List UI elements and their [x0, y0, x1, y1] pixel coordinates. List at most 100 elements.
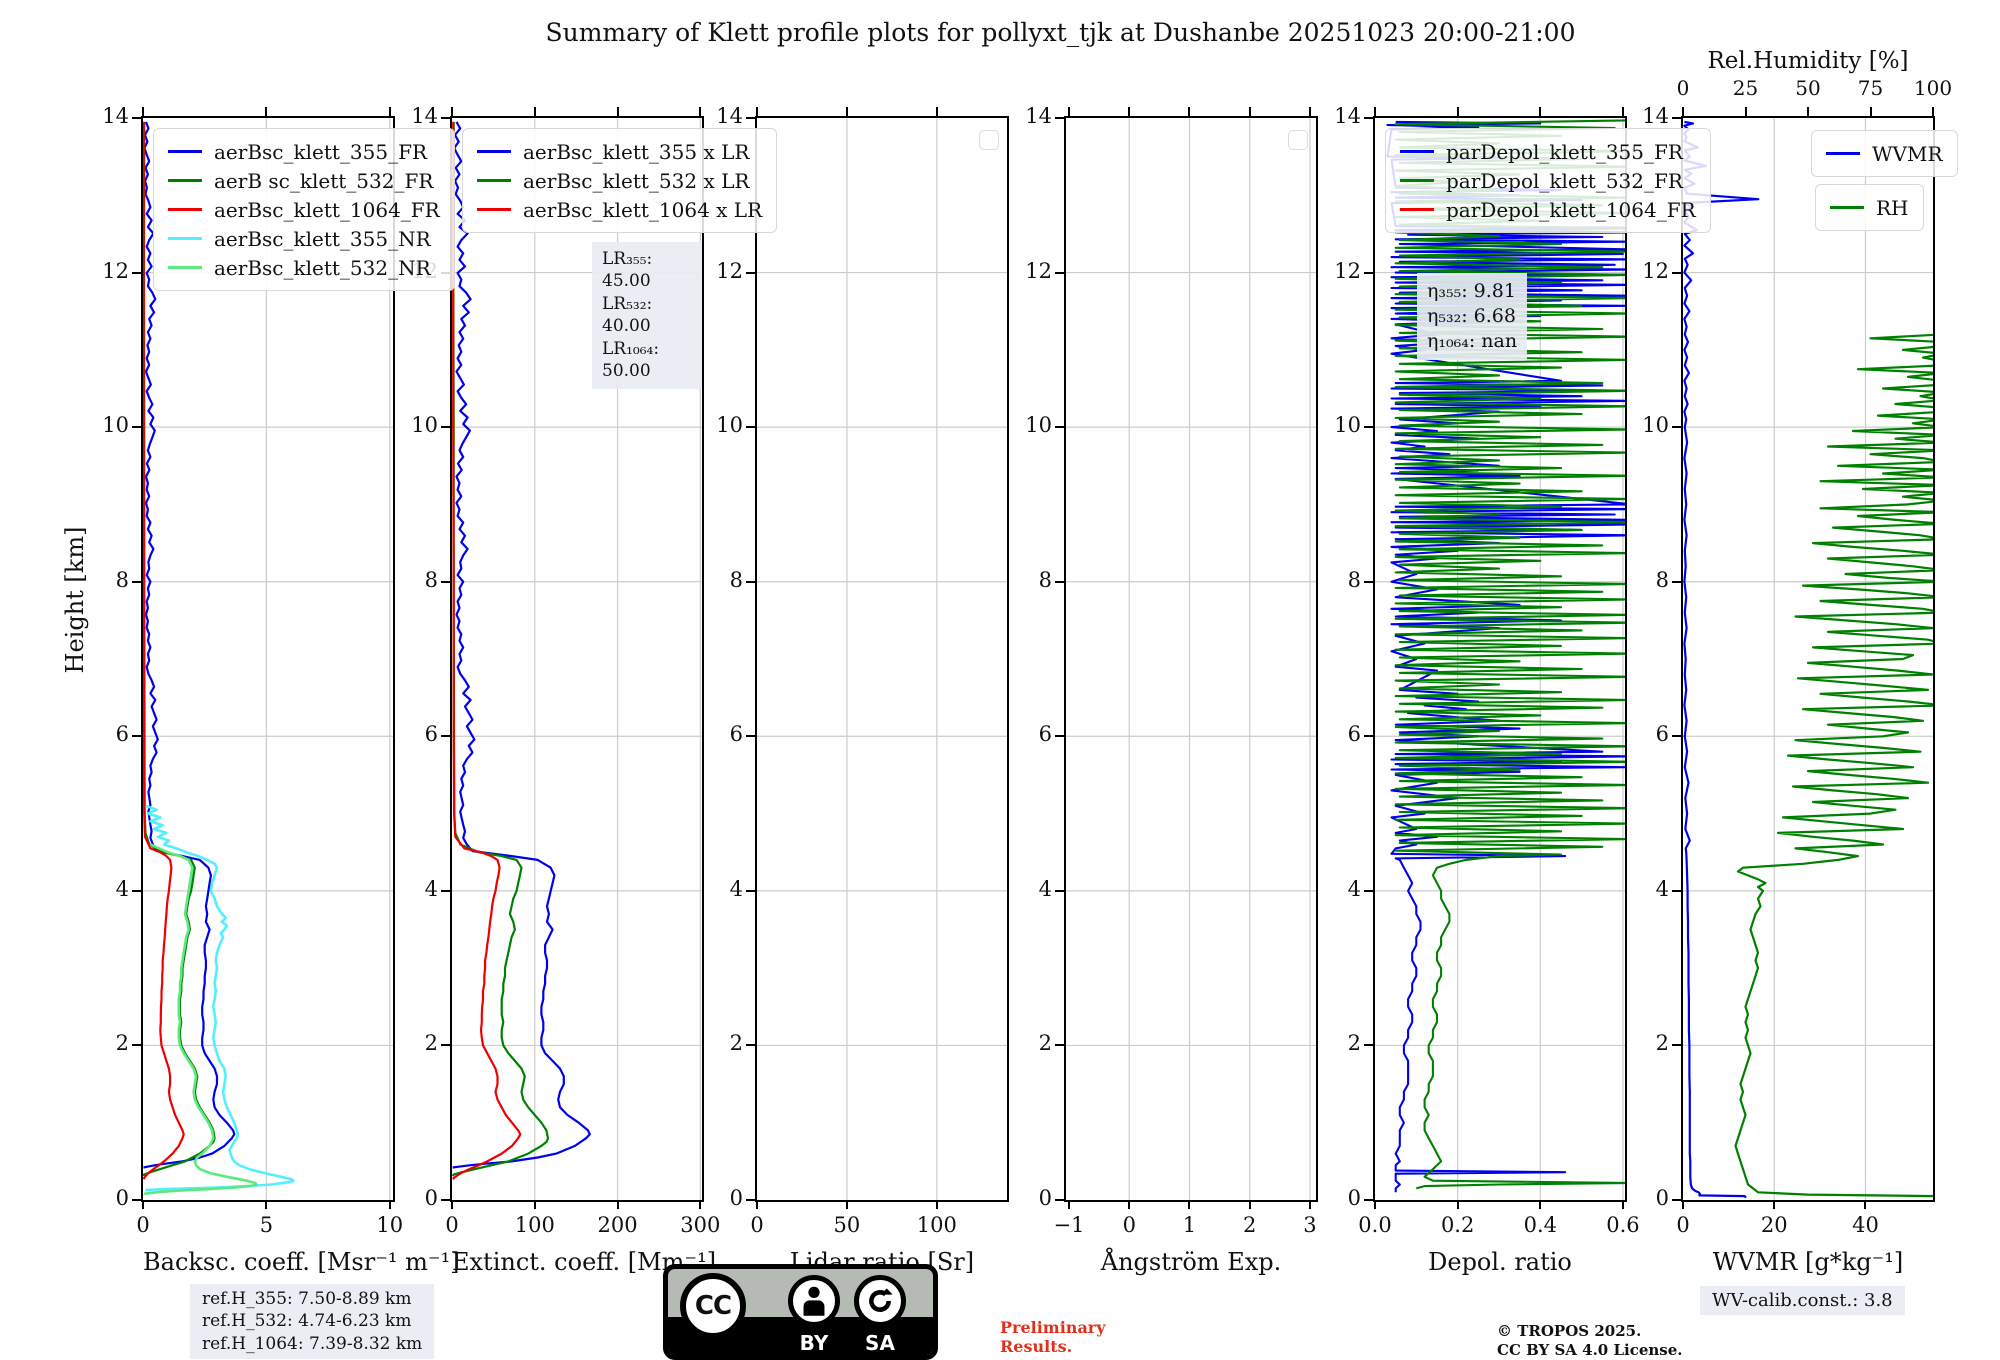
plot-area-angstroem [1066, 118, 1316, 1200]
ytick-angstroem-8: 8 [1038, 567, 1052, 592]
legend-line-sample [168, 237, 202, 240]
toptick-wvmr-0: 0 [1676, 76, 1690, 100]
ytick-extinction-4: 4 [424, 876, 438, 901]
xtick-extinction-1: 100 [514, 1213, 555, 1237]
legend-line-sample [1826, 152, 1860, 155]
legend-line-sample [168, 208, 202, 211]
legend-line-sample [1400, 208, 1434, 211]
plot-area-depol [1375, 118, 1625, 1200]
copyright-line-2: CC BY SA 4.0 License. [1497, 1340, 1683, 1359]
legend-entry: aerBsc_klett_1064 x LR [477, 195, 762, 224]
cc-by-label: BY [799, 1331, 829, 1355]
ytick-extinction-8: 8 [424, 567, 438, 592]
xtick-extinction-2: 200 [597, 1213, 638, 1237]
plot-wvmr: 0 2 4 6 8 10 12 14 0 20 40 0 25 50 75 100 Rel.Humidity [… [1642, 48, 1958, 1276]
share-alike-icon [854, 1275, 906, 1327]
xtick-wvmr-2: 40 [1852, 1213, 1879, 1237]
x-axis-label-wvmr: WVMR [g*kg⁻¹] [1712, 1248, 1904, 1276]
ytick-depol-14: 14 [1334, 104, 1361, 128]
ytick-angstroem-0: 0 [1038, 1186, 1052, 1210]
legend-entry: parDepol_klett_1064_FR [1400, 195, 1696, 224]
plot-area-backscatter [143, 118, 393, 1200]
ytick-depol-2: 2 [1347, 1031, 1361, 1056]
ytick-depol-0: 0 [1347, 1186, 1361, 1210]
ytick-angstroem-10: 10 [1025, 413, 1052, 438]
xtick-backscatter-0: 0 [136, 1213, 150, 1237]
xtick-lidar-ratio-0: 0 [750, 1213, 764, 1237]
ytick-angstroem-4: 4 [1038, 876, 1052, 901]
xtick-angstroem-4: 3 [1303, 1213, 1317, 1237]
legend-line-sample [1830, 206, 1864, 209]
legend-line-sample [168, 150, 202, 153]
legend-angstroem-0 [1288, 130, 1308, 150]
toptick-wvmr-1: 25 [1732, 76, 1759, 100]
legend-entry: parDepol_klett_355_FR [1400, 137, 1696, 166]
xtick-wvmr-0: 0 [1676, 1213, 1690, 1237]
ytick-angstroem-12: 12 [1025, 258, 1052, 283]
legend-entry: aerBsc_klett_355 x LR [477, 137, 762, 166]
refh-355: ref.H_355: 7.50-8.89 km [202, 1289, 412, 1309]
x-axis-label-depol: Depol. ratio [1428, 1248, 1572, 1276]
xtick-extinction-0: 0 [445, 1213, 459, 1237]
xtick-lidar-ratio-2: 100 [916, 1213, 957, 1237]
legend-line-sample [477, 179, 511, 182]
legend-wvmr-1: RH [1815, 184, 1924, 231]
attribution-person-icon [788, 1275, 840, 1327]
legend-label: aerBsc_klett_355_FR [214, 139, 428, 164]
ytick-lidar-ratio-12: 12 [716, 258, 743, 283]
ytick-extinction-2: 2 [424, 1031, 438, 1056]
toptick-wvmr-3: 75 [1857, 76, 1884, 100]
ytick-wvmr-14: 14 [1642, 104, 1669, 128]
xtick-wvmr-1: 20 [1760, 1213, 1788, 1237]
ytick-backscatter-8: 8 [115, 567, 129, 592]
legend-line-sample [168, 266, 202, 269]
ytick-depol-10: 10 [1334, 413, 1361, 438]
ytick-wvmr-4: 4 [1655, 876, 1669, 901]
legend-line-sample [477, 208, 511, 211]
ytick-extinction-14: 14 [411, 104, 438, 128]
xtick-backscatter-2: 10 [376, 1213, 404, 1237]
copyright-note: © TROPOS 2025. CC BY SA 4.0 License. [1497, 1322, 1683, 1360]
annotation-line: η₃₅₅: 9.81 [1427, 280, 1516, 302]
xtick-depol-2: 0.4 [1523, 1213, 1557, 1237]
xtick-angstroem-2: 1 [1182, 1213, 1197, 1237]
reference-height-annotation: ref.H_355: 7.50-8.89 km ref.H_532: 4.74-… [190, 1284, 435, 1360]
legend-line-sample [1400, 150, 1434, 153]
series-WVMR [1683, 120, 1760, 1199]
legend-entry: aerB sc_klett_532_FR [168, 166, 440, 195]
ytick-extinction-6: 6 [424, 722, 438, 747]
plot-area-extinction [452, 118, 702, 1200]
xtick-depol-0: 0.0 [1358, 1213, 1392, 1237]
xtick-depol-1: 0.2 [1440, 1213, 1475, 1237]
annotation-line: LR₃₅₅: 45.00 [602, 249, 653, 292]
ytick-backscatter-0: 0 [115, 1186, 129, 1210]
refh-532: ref.H_532: 4.74-6.23 km [202, 1311, 412, 1332]
plot-area-wvmr [1683, 118, 1933, 1200]
series-parDepol_klett_355_FR [1386, 120, 1625, 1193]
x-axis-label-angstroem: Ångström Exp. [1100, 1248, 1282, 1276]
preliminary-line-1: Preliminary [1000, 1318, 1106, 1337]
annotation-line: LR₅₃₂: 40.00 [602, 293, 653, 337]
xtick-depol-3: 0.6 [1606, 1213, 1640, 1237]
toptick-wvmr-2: 50 [1795, 76, 1821, 100]
ytick-wvmr-0: 0 [1655, 1186, 1669, 1210]
xtick-backscatter-1: 5 [259, 1213, 274, 1237]
legend-entry: WVMR [1826, 139, 1943, 168]
ytick-lidar-ratio-8: 8 [729, 567, 743, 592]
xtick-lidar-ratio-1: 50 [833, 1213, 861, 1237]
y-axis-label: Height [km] [61, 526, 89, 674]
preliminary-line-2: Results. [1000, 1337, 1073, 1357]
annotation-line: η₅₃₂: 6.68 [1427, 305, 1516, 328]
legend-label: aerBsc_klett_355_NR [214, 226, 431, 251]
ytick-backscatter-14: 14 [102, 104, 129, 128]
legend-entry: aerBsc_klett_532 x LR [477, 166, 762, 195]
preliminary-results-note: Preliminary Results. [1000, 1318, 1106, 1356]
ytick-depol-12: 12 [1334, 258, 1361, 283]
legend-label: aerBsc_klett_532 x LR [523, 168, 750, 193]
legend-line-sample [477, 150, 511, 153]
ytick-lidar-ratio-6: 6 [729, 722, 743, 747]
figure-title: Summary of Klett profile plots for polly… [545, 18, 1576, 47]
series-aerBsc_klett_1064_FR [143, 121, 185, 1180]
legend-label: aerBsc_klett_355 x LR [523, 139, 750, 164]
